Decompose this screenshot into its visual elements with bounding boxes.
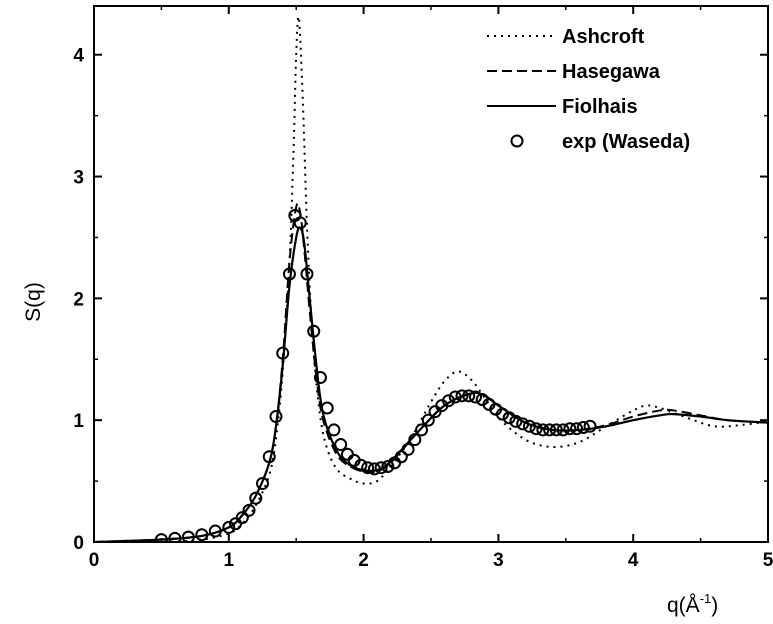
data-point-exp-waseda [556,423,570,437]
x-axis-title-close: ) [711,594,718,617]
data-point-exp-waseda [300,267,314,281]
data-point-exp-waseda [394,450,408,464]
data-point-exp-waseda [509,414,523,428]
data-point-exp-waseda [154,533,168,542]
legend-label-ashcroft: Ashcroft [562,26,645,48]
y-axis-title: S(q) [22,282,45,322]
plot-frame [93,5,769,543]
data-curves [94,15,768,542]
data-point-exp-waseda [242,503,256,517]
data-point-exp-waseda [354,458,368,472]
legend-label-exp-waseda: exp (Waseda) [562,131,690,153]
legend-marker-exp-waseda [510,134,524,148]
data-point-exp-waseda [468,390,482,404]
legend-label-fiolhais: Fiolhais [562,96,638,118]
x-tick-label: 4 [628,550,639,571]
x-tick-label: 0 [89,550,100,571]
data-point-exp-waseda [374,461,388,475]
data-point-exp-waseda [415,423,429,437]
data-point-exp-waseda [262,450,276,464]
series-line-ashcroft [94,15,768,542]
y-tick-label: 2 [73,289,84,310]
tick-labels: 0 1 2 3 4 5 0 1 2 3 4 [73,46,773,571]
data-point-exp-waseda [307,324,321,338]
data-point-exp-waseda [401,442,415,456]
data-point-exp-waseda [293,216,307,230]
data-point-exp-waseda [235,511,249,525]
data-point-exp-waseda [563,422,577,436]
data-point-exp-waseda [529,422,543,436]
data-point-exp-waseda [549,423,563,437]
data-point-exp-waseda [222,520,236,534]
data-point-exp-waseda [320,401,334,415]
data-point-exp-waseda [502,411,516,425]
data-point-exp-waseda [181,530,195,542]
x-tick-label: 3 [493,550,504,571]
data-point-exp-waseda [313,371,327,385]
data-point-exp-waseda [576,420,590,434]
data-point-exp-waseda [276,346,290,360]
data-point-exp-waseda [334,438,348,452]
data-point-exp-waseda [327,423,341,437]
data-point-exp-waseda [448,390,462,404]
data-point-exp-waseda [442,394,456,408]
data-point-exp-waseda [361,461,375,475]
x-axis-title-main: q(Å [667,594,700,617]
data-point-exp-waseda [421,413,435,427]
data-point-exp-waseda [208,524,222,538]
legend-label-hasegawa: Hasegawa [562,61,661,83]
data-point-exp-waseda [269,410,283,424]
data-point-exp-waseda [408,433,422,447]
x-tick-label: 2 [358,550,369,571]
y-tick-label: 1 [73,411,84,432]
axis-ticks [93,6,769,543]
data-point-exp-waseda [462,389,476,403]
data-point-exp-waseda [195,528,209,542]
data-point-exp-waseda [516,417,530,431]
x-tick-label: 5 [763,550,773,571]
data-point-exp-waseda [570,422,584,436]
data-point-exp-waseda [381,459,395,473]
data-point-exp-waseda [168,531,182,542]
data-point-exp-waseda [522,419,536,433]
data-point-exp-waseda [455,389,469,403]
series-line-fiolhais [94,226,768,542]
data-point-exp-waseda [543,423,557,437]
data-point-exp-waseda [583,419,597,433]
data-point-exp-waseda [340,447,354,461]
data-point-exp-waseda [249,491,263,505]
data-point-exp-waseda [367,462,381,476]
x-tick-label: 1 [224,550,235,571]
data-point-exp-waseda [536,423,550,437]
x-axis-title: q(Å-1) [667,591,718,617]
data-point-exp-waseda [495,407,509,421]
y-tick-label: 0 [73,533,84,554]
y-tick-label: 3 [73,168,84,189]
data-point-exp-waseda [282,267,296,281]
data-point-exp-waseda [256,477,269,491]
y-tick-label: 4 [73,46,84,67]
plot-border [93,5,769,543]
series-line-hasegawa [94,202,768,542]
x-axis-title-superscript: -1 [700,591,712,606]
legend: Ashcroft Hasegawa Fiolhais exp (Waseda) [487,26,690,153]
